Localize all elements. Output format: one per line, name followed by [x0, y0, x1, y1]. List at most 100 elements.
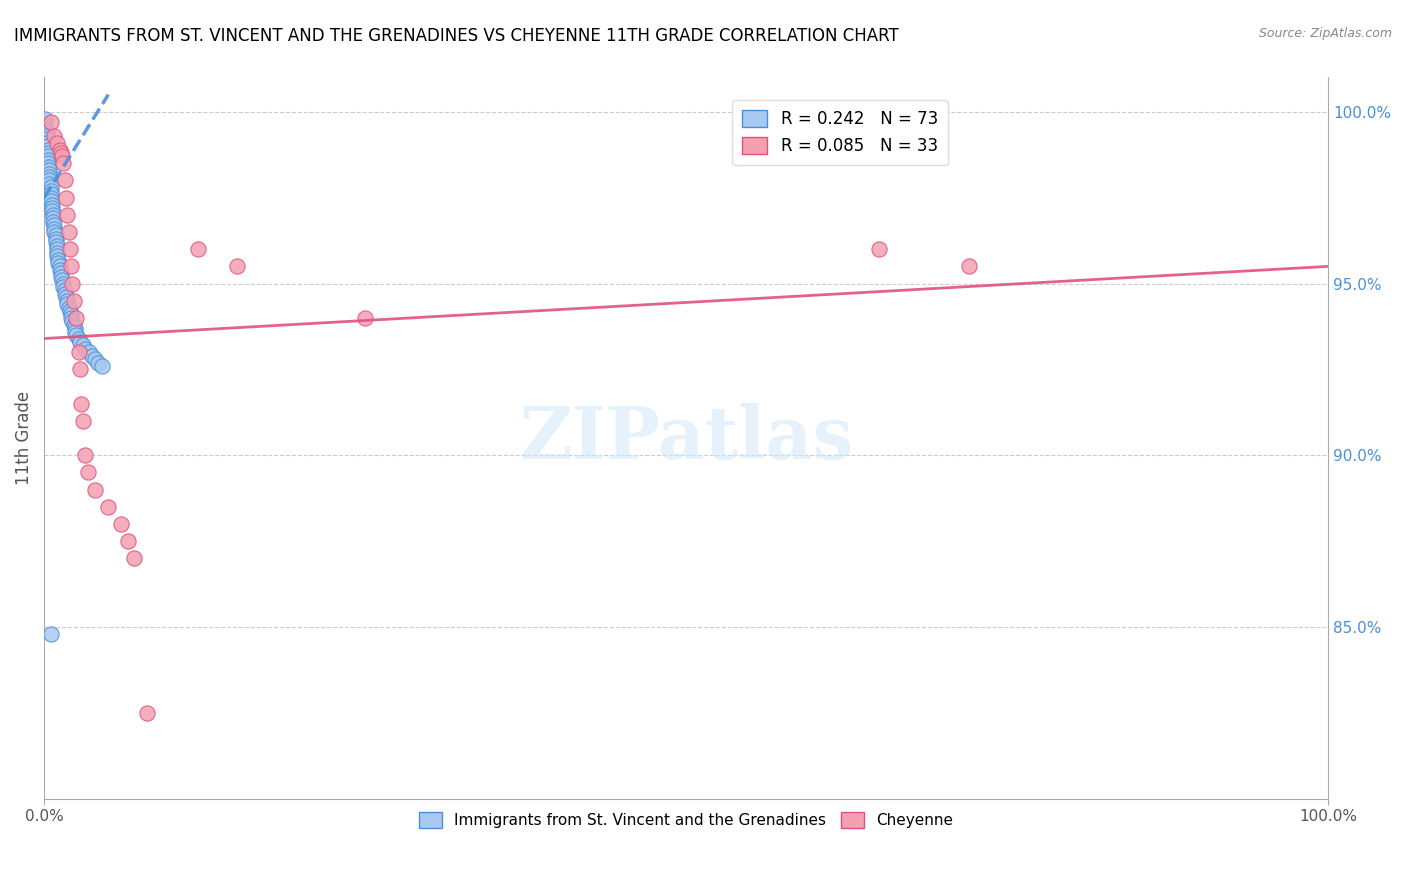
Point [35, 136, 58, 150]
Point [90, 359, 112, 373]
Point [48, 262, 70, 277]
Legend: Immigrants from St. Vincent and the Grenadines, Cheyenne: Immigrants from St. Vincent and the Gren… [413, 806, 959, 835]
Point [44, 218, 66, 232]
Point [117, 534, 139, 549]
Point [42, 215, 65, 229]
Text: Source: ZipAtlas.com: Source: ZipAtlas.com [1258, 27, 1392, 40]
Point [39, 115, 62, 129]
Point [44, 128, 66, 143]
Point [46, 245, 69, 260]
Point [53, 286, 76, 301]
Point [77, 345, 100, 359]
Point [60, 310, 83, 325]
Point [49, 146, 72, 161]
Point [76, 466, 98, 480]
Point [53, 284, 76, 298]
Point [135, 706, 157, 720]
Point [38, 167, 60, 181]
Point [52, 156, 75, 170]
Point [75, 448, 97, 462]
Point [38, 173, 60, 187]
Point [45, 228, 67, 243]
Point [41, 204, 63, 219]
Point [97, 500, 120, 514]
Point [957, 260, 980, 274]
Point [39, 187, 62, 202]
Point [39, 180, 62, 194]
Text: ZIPatlas: ZIPatlas [519, 402, 853, 474]
Point [35, 132, 58, 146]
Point [62, 318, 84, 332]
Point [46, 242, 69, 256]
Point [46, 136, 69, 150]
Point [67, 331, 90, 345]
Point [59, 304, 82, 318]
Point [35, 125, 58, 139]
Point [51, 273, 73, 287]
Point [60, 314, 83, 328]
Point [59, 242, 82, 256]
Point [37, 149, 59, 163]
Point [63, 321, 86, 335]
Point [44, 225, 66, 239]
Point [38, 169, 60, 184]
Point [80, 349, 103, 363]
Point [46, 256, 69, 270]
Point [63, 325, 86, 339]
Point [45, 235, 67, 250]
Point [48, 143, 70, 157]
Point [55, 191, 77, 205]
Point [60, 308, 83, 322]
Point [58, 225, 80, 239]
Point [69, 362, 91, 376]
Point [110, 516, 132, 531]
Point [34, 122, 56, 136]
Point [41, 197, 63, 211]
Point [38, 177, 60, 191]
Point [84, 483, 107, 497]
Point [42, 211, 65, 226]
Point [49, 269, 72, 284]
Point [52, 280, 75, 294]
Point [46, 249, 69, 263]
Point [60, 277, 83, 291]
Point [38, 163, 60, 178]
Point [48, 260, 70, 274]
Point [72, 338, 94, 352]
Point [72, 414, 94, 428]
Point [46, 239, 69, 253]
Point [38, 160, 60, 174]
Point [35, 128, 58, 143]
Point [60, 260, 83, 274]
Point [39, 191, 62, 205]
Point [87, 355, 110, 369]
Point [225, 260, 247, 274]
Point [354, 310, 377, 325]
Y-axis label: 11th Grade: 11th Grade [15, 391, 32, 485]
Point [56, 293, 79, 308]
Point [51, 149, 73, 163]
Point [45, 232, 67, 246]
Point [69, 334, 91, 349]
Point [65, 328, 87, 343]
Point [53, 173, 76, 187]
Point [52, 277, 75, 291]
Point [75, 342, 97, 356]
Point [37, 146, 59, 161]
Point [39, 184, 62, 198]
Point [37, 139, 59, 153]
Point [41, 201, 63, 215]
Point [56, 208, 79, 222]
Point [46, 252, 69, 267]
Point [34, 119, 56, 133]
Point [70, 397, 93, 411]
Point [868, 242, 890, 256]
Point [49, 266, 72, 280]
Point [39, 194, 62, 208]
Point [84, 352, 107, 367]
Text: IMMIGRANTS FROM ST. VINCENT AND THE GRENADINES VS CHEYENNE 11TH GRADE CORRELATIO: IMMIGRANTS FROM ST. VINCENT AND THE GREN… [14, 27, 898, 45]
Point [65, 310, 87, 325]
Point [58, 301, 80, 315]
Point [56, 297, 79, 311]
Point [55, 290, 77, 304]
